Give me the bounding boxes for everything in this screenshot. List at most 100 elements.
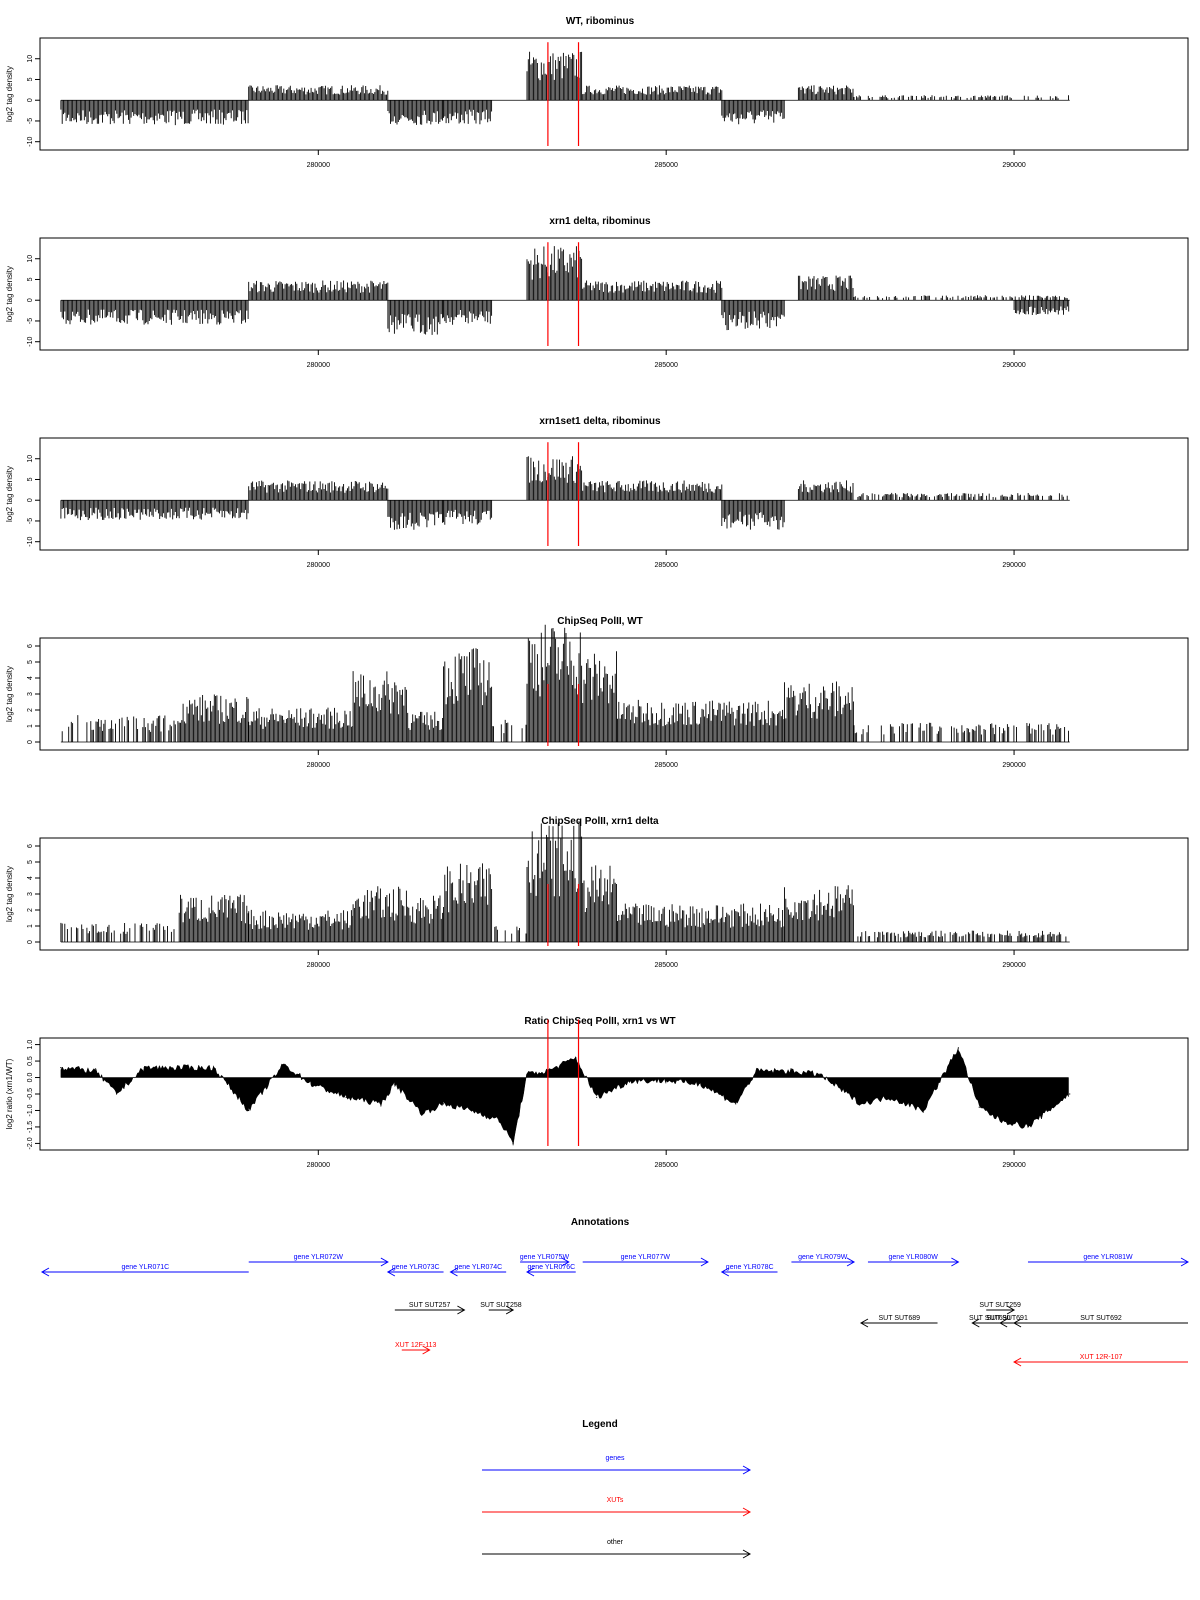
data-segment-1: [60, 300, 249, 325]
arrowhead-icon: [1013, 1357, 1022, 1367]
data-segment-7: [494, 926, 527, 942]
plot-frame: [39, 237, 1189, 351]
data-bars: [853, 95, 1069, 101]
data-bars: [408, 711, 444, 742]
data-segment-6: [582, 480, 723, 501]
feature-xut-12f-113: XUT 12F-113: [395, 1342, 436, 1355]
y-tick-label: -10: [27, 337, 34, 347]
data-segment-4: [352, 671, 409, 742]
x-tick-label: 285000: [655, 362, 678, 369]
feature-label: SUT SUT690: [969, 1315, 1011, 1322]
feature-label: XUT 12R-107: [1080, 1354, 1123, 1361]
ratio-point: [999, 1119, 1001, 1121]
data-segment-2: [248, 480, 389, 501]
feature-label: XUT 12F-113: [395, 1342, 436, 1349]
ratio-point: [310, 1083, 312, 1085]
data-bars: [443, 863, 493, 942]
panel-title: WT, ribominus: [566, 16, 635, 27]
feature-label: gene YLR076C: [528, 1264, 576, 1271]
ratio-point: [95, 1070, 97, 1072]
data-segment-5: [408, 895, 444, 942]
x-tick-label: 280000: [307, 1162, 330, 1169]
data-bars: [582, 85, 723, 101]
data-segment-3: [248, 909, 354, 942]
ratio-point: [735, 1103, 737, 1105]
data-segment-6: [443, 863, 493, 942]
data-segment-9: [853, 295, 1068, 301]
y-axis-label: log2 tag density: [5, 866, 14, 922]
arrowhead-icon: [846, 1257, 856, 1267]
legend-label: genes: [605, 1455, 625, 1462]
data-bars: [387, 300, 443, 335]
data-bars: [857, 492, 1068, 501]
y-tick-label: -1.5: [27, 1121, 34, 1133]
y-tick-label: -0.5: [27, 1088, 34, 1100]
data-segment-9: [582, 865, 617, 942]
feature-gene-ylr080w: gene YLR080W: [867, 1254, 960, 1267]
y-tick-label: 5: [27, 477, 34, 481]
feature-label: SUT SUT692: [1080, 1315, 1122, 1322]
data-bars: [443, 300, 493, 325]
data-bars: [526, 821, 583, 942]
y-tick-label: -2.0: [27, 1137, 34, 1149]
y-tick-label: 0.5: [27, 1056, 34, 1066]
data-segment-3: [387, 100, 443, 125]
x-tick-label: 285000: [655, 962, 678, 969]
legend-entry-other: other: [482, 1539, 752, 1559]
ratio-point: [1069, 1093, 1071, 1095]
feature-gene-ylr077w: gene YLR077W: [582, 1254, 709, 1267]
x-tick-label: 280000: [307, 162, 330, 169]
feature-gene-ylr073c: gene YLR073C: [386, 1264, 444, 1277]
arrowhead-icon: [742, 1549, 752, 1559]
data-bars: [248, 480, 389, 501]
panel-6: Ratio ChipSeq PolII, xrn1 vs WT log2 rati…: [5, 1016, 1189, 1169]
data-segment-12: [853, 722, 1069, 742]
data-bars: [526, 456, 583, 501]
legend-label: other: [607, 1539, 624, 1546]
feature-sut-sut257: SUT SUT257: [394, 1302, 466, 1315]
panel-5: ChipSeq PolII, xrn1 delta log2 tag densit…: [5, 816, 1189, 969]
data-segment-5: [526, 51, 583, 101]
x-tick-label: 290000: [1002, 962, 1025, 969]
ratio-point: [512, 1142, 514, 1145]
y-tick-label: 0: [27, 740, 34, 744]
data-bars: [60, 100, 249, 126]
data-segment-2: [178, 694, 249, 742]
legend-entry-genes: genes: [482, 1455, 752, 1475]
y-tick-label: 3: [27, 892, 34, 896]
arrowhead-icon: [422, 1345, 431, 1355]
ratio-point: [700, 1083, 702, 1085]
data-segment-4: [352, 886, 409, 942]
feature-label: gene YLR081W: [1083, 1254, 1133, 1261]
data-segment-5: [526, 456, 583, 501]
data-bars: [784, 681, 854, 742]
data-bars: [491, 719, 527, 742]
arrowhead-icon: [1180, 1257, 1190, 1267]
feature-label: gene YLR079W: [798, 1254, 848, 1261]
data-bars: [248, 707, 354, 742]
ratio-point: [442, 1103, 445, 1105]
ratio-point: [470, 1109, 472, 1112]
data-bars: [721, 500, 785, 530]
data-bars: [60, 300, 249, 325]
data-bars: [853, 295, 1068, 301]
feature-label: gene YLR080W: [889, 1254, 939, 1261]
data-bars: [526, 51, 583, 101]
data-segment-10: [1013, 300, 1070, 315]
y-tick-label: -10: [27, 537, 34, 547]
data-bars: [443, 500, 493, 525]
feature-label: gene YLR073C: [392, 1264, 440, 1271]
arrowhead-icon: [526, 1267, 535, 1277]
feature-label: SUT SUT259: [979, 1302, 1021, 1309]
y-tick-label: 6: [27, 844, 34, 848]
ratio-point: [978, 1106, 980, 1108]
y-tick-label: 0: [27, 298, 34, 302]
data-segment-9: [857, 492, 1068, 501]
panel-4: ChipSeq PolII, WT log2 tag density 6 5 4 3 2 1 0…: [5, 616, 1189, 769]
feature-label: SUT SUT258: [480, 1302, 522, 1309]
data-segment-5: [526, 246, 583, 301]
ratio-point: [60, 1067, 62, 1069]
ratio-point: [345, 1096, 347, 1098]
data-bars: [248, 280, 389, 301]
